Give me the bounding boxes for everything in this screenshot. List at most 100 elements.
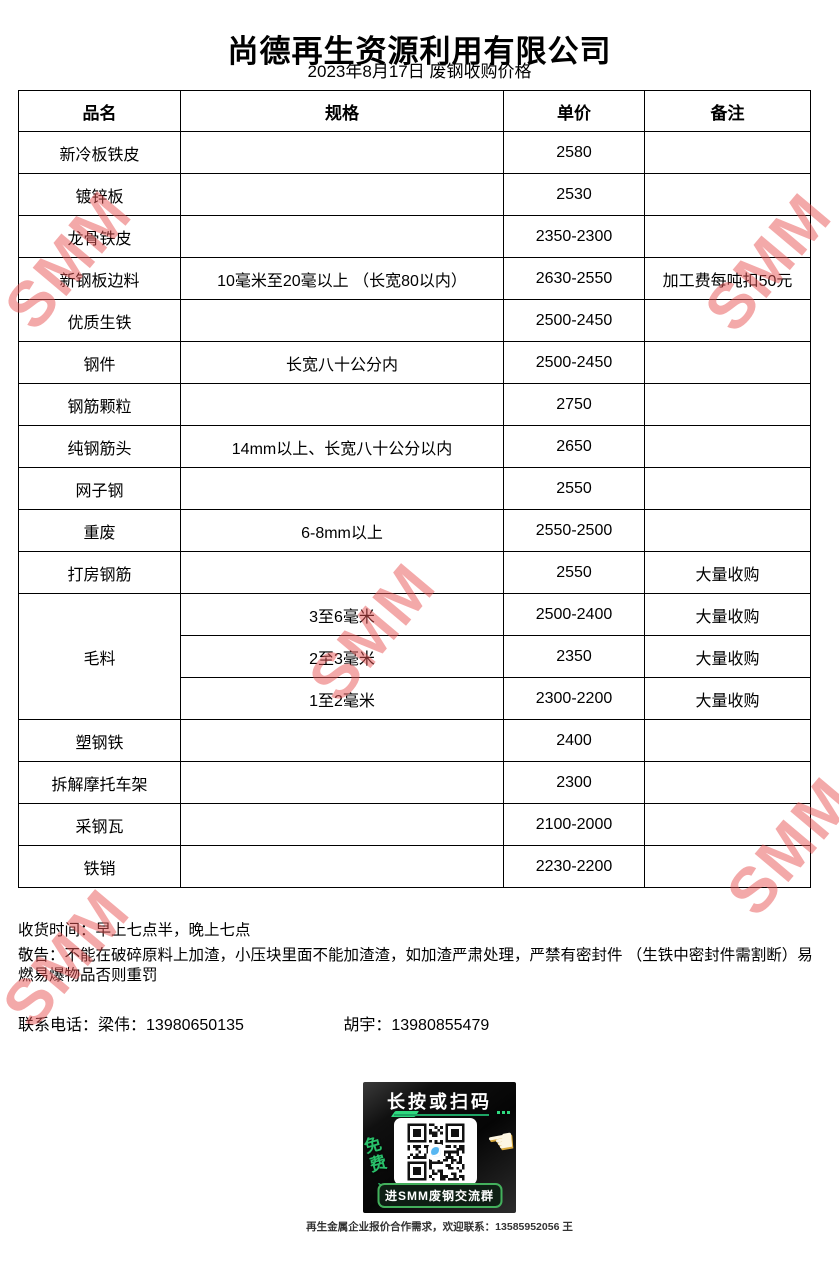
- spec-cell: 2至3毫米: [180, 635, 504, 678]
- note-cell: 大量收购: [644, 635, 811, 678]
- price-table: 品名 规格 单价 备注 新冷板铁皮 2580 镀锌板 2530 龙骨铁皮 2350-230…: [18, 90, 811, 888]
- price-cell: 2630-2550: [503, 257, 645, 300]
- product-name-cell: 新冷板铁皮: [18, 131, 181, 174]
- qr-group-label: 进SMM废钢交流群: [377, 1183, 502, 1208]
- qr-code-pattern: [407, 1123, 464, 1180]
- spec-cell: 6-8mm以上: [180, 509, 504, 552]
- table-row: 网子钢 2550: [18, 467, 811, 510]
- price-cell: 2500-2400: [503, 593, 645, 636]
- col-header-note: 备注: [644, 90, 811, 132]
- col-header-spec: 规格: [180, 90, 504, 132]
- spec-cell: [180, 551, 504, 594]
- product-name-cell: 优质生铁: [18, 299, 181, 342]
- qr-line-decoration: [394, 1114, 489, 1116]
- spec-cell: 3至6毫米: [180, 593, 504, 636]
- spec-cell: [180, 131, 504, 174]
- table-row: 毛料 3至6毫米 2500-2400 大量收购: [18, 593, 811, 720]
- table-row: 采钢瓦 2100-2000: [18, 803, 811, 846]
- note-cell: [644, 341, 811, 384]
- product-name-cell: 打房钢筋: [18, 551, 181, 594]
- table-row: 重废 6-8mm以上 2550-2500: [18, 509, 811, 552]
- note-cell: [644, 131, 811, 174]
- qr-dots-decoration: [497, 1111, 500, 1114]
- note-cell: 大量收购: [644, 593, 811, 636]
- note-cell: 加工费每吨扣50元: [644, 257, 811, 300]
- spec-cell: [180, 215, 504, 258]
- qr-banner-title: 长按或扫码: [387, 1092, 492, 1112]
- product-name-cell: 新钢板边料: [18, 257, 181, 300]
- contact-line: 联系电话：梁伟：13980650135 胡宇：13980855479: [18, 1011, 489, 1035]
- table-row: 钢件 长宽八十公分内 2500-2450: [18, 341, 811, 384]
- table-row: 1至2毫米 2300-2200 大量收购: [19, 677, 811, 720]
- spec-cell: [180, 845, 504, 888]
- contact-phone-2: 胡宇：13980855479: [343, 1017, 490, 1034]
- spec-cell: [180, 803, 504, 846]
- col-header-product: 品名: [18, 90, 181, 132]
- contact-phone-1: 梁伟：13980650135: [98, 1017, 244, 1034]
- spec-cell: 长宽八十公分内: [180, 341, 504, 384]
- price-cell: 2550-2500: [503, 509, 645, 552]
- product-name-cell: 拆解摩托车架: [18, 761, 181, 804]
- product-name-cell: 网子钢: [18, 467, 181, 510]
- table-row: 镀锌板 2530: [18, 173, 811, 216]
- spec-cell: [180, 173, 504, 216]
- product-name-cell: 龙骨铁皮: [18, 215, 181, 258]
- note-cell: [644, 467, 811, 510]
- table-row: 拆解摩托车架 2300: [18, 761, 811, 804]
- page-subtitle: 2023年8月17日 废钢收购价格: [307, 62, 532, 81]
- price-cell: 2750: [503, 383, 645, 426]
- product-name-cell: 纯钢筋头: [18, 425, 181, 468]
- table-header-row: 品名 规格 单价 备注: [18, 90, 811, 132]
- note-cell: [644, 173, 811, 216]
- product-name-cell: 采钢瓦: [18, 803, 181, 846]
- note-cell: 大量收购: [644, 677, 811, 720]
- note-cell: [644, 299, 811, 342]
- table-row: 新钢板边料 10毫米至20毫以上 （长宽80以内） 2630-2550 加工费每吨扣5…: [18, 257, 811, 300]
- free-badge-label: 免费: [359, 1134, 388, 1177]
- price-cell: 2400: [503, 719, 645, 762]
- price-cell: 2650: [503, 425, 645, 468]
- price-cell: 2550: [503, 551, 645, 594]
- product-name-cell: 钢件: [18, 341, 181, 384]
- product-name-cell: 毛料: [18, 593, 181, 720]
- page-title: 尚德再生资源利用有限公司: [227, 33, 612, 69]
- spec-cell: [180, 383, 504, 426]
- price-cell: 2550: [503, 467, 645, 510]
- note-cell: [644, 215, 811, 258]
- product-name-cell: 铁销: [18, 845, 181, 888]
- spec-cell: 10毫米至20毫以上 （长宽80以内）: [180, 257, 504, 300]
- price-cell: 2580: [503, 131, 645, 174]
- price-cell: 2350: [503, 635, 645, 678]
- price-cell: 2500-2450: [503, 341, 645, 384]
- product-name-cell: 钢筋颗粒: [18, 383, 181, 426]
- spec-cell: 14mm以上、长宽八十公分以内: [180, 425, 504, 468]
- note-cell: [644, 425, 811, 468]
- spec-cell: 1至2毫米: [180, 677, 504, 720]
- product-name-cell: 镀锌板: [18, 173, 181, 216]
- price-cell: 2530: [503, 173, 645, 216]
- price-cell: 2350-2300: [503, 215, 645, 258]
- note-cell: [644, 845, 811, 888]
- pickup-time-text: 收货时间：早上七点半，晚上七点: [18, 922, 251, 939]
- qr-banner: 长按或扫码 免费 ↘ ☚ 进SMM废钢交流群: [359, 1082, 518, 1213]
- contact-label: 联系电话：: [18, 1017, 99, 1034]
- qr-code: [394, 1118, 477, 1185]
- table-row: 新冷板铁皮 2580: [18, 131, 811, 174]
- table-row: 铁销 2230-2200: [18, 845, 811, 888]
- product-name-cell: 塑钢铁: [18, 719, 181, 762]
- note-cell: [644, 719, 811, 762]
- price-table-body: 新冷板铁皮 2580 镀锌板 2530 龙骨铁皮 2350-2300 新钢板边料 10毫米至2…: [18, 131, 811, 888]
- spec-cell: [180, 467, 504, 510]
- note-cell: 大量收购: [644, 551, 811, 594]
- col-header-price: 单价: [503, 90, 645, 132]
- table-row: 优质生铁 2500-2450: [18, 299, 811, 342]
- table-row: 纯钢筋头 14mm以上、长宽八十公分以内 2650: [18, 425, 811, 468]
- spec-cell: [180, 299, 504, 342]
- price-cell: 2300: [503, 761, 645, 804]
- qr-center-logo-icon: [427, 1143, 444, 1160]
- price-cell: 2100-2000: [503, 803, 645, 846]
- qr-caption: 再生金属企业报价合作需求，欢迎联系：13585952056 王: [306, 1221, 573, 1233]
- spec-cell: [180, 761, 504, 804]
- price-cell: 2230-2200: [503, 845, 645, 888]
